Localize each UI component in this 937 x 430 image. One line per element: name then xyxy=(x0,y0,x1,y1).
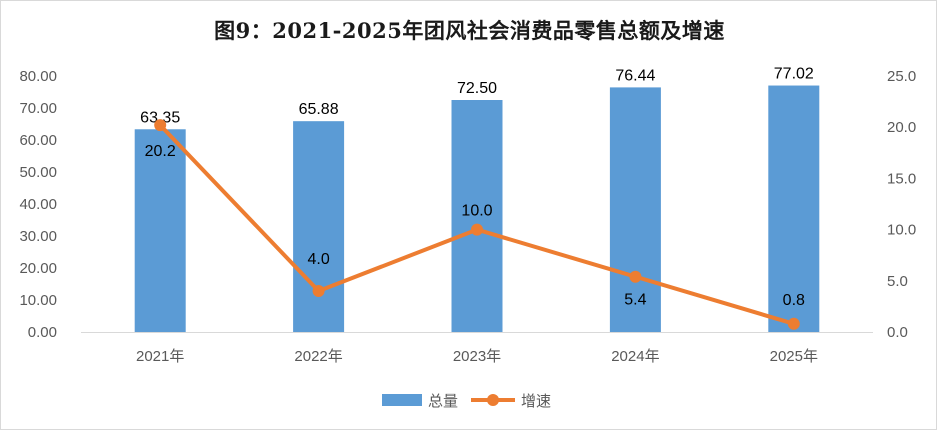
growth-point xyxy=(629,270,642,283)
growth-point xyxy=(471,223,483,236)
y-left-tick-label: 20.00 xyxy=(19,260,57,277)
y-left-tick-label: 0.00 xyxy=(28,324,57,341)
y-right-tick-label: 0.0 xyxy=(887,324,908,341)
y-left-tick-label: 60.00 xyxy=(19,132,57,149)
x-tick-label: 2022年 xyxy=(294,348,342,365)
growth-point xyxy=(787,317,800,330)
growth-value-label: 4.0 xyxy=(307,251,329,268)
bar-value-label: 65.88 xyxy=(299,101,339,118)
y-left-tick-label: 30.00 xyxy=(19,228,57,245)
growth-point xyxy=(154,119,167,132)
x-tick-label: 2023年 xyxy=(453,348,501,365)
y-right-tick-label: 20.0 xyxy=(887,119,916,136)
legend-label-growth: 增速 xyxy=(521,392,551,410)
chart-title: 图9：2021-2025年团风社会消费品零售总额及增速 xyxy=(214,18,725,43)
y-left-tick-label: 80.00 xyxy=(19,68,57,85)
y-right-tick-label: 10.0 xyxy=(887,222,916,239)
bar xyxy=(134,129,186,332)
growth-value-label: 0.8 xyxy=(783,292,805,309)
y-left-tick-label: 40.00 xyxy=(19,196,57,213)
legend-swatch-total xyxy=(382,394,422,406)
bar-value-label: 77.02 xyxy=(774,66,814,83)
growth-point xyxy=(312,285,325,298)
growth-value-label: 5.4 xyxy=(624,292,646,309)
bar-value-label: 72.50 xyxy=(457,80,497,97)
growth-value-label: 10.0 xyxy=(461,203,492,220)
growth-value-label: 20.2 xyxy=(145,143,176,160)
bar xyxy=(609,87,661,332)
legend-label-total: 总量 xyxy=(428,392,458,410)
y-left-tick-label: 10.00 xyxy=(19,292,57,309)
y-right-tick-label: 25.0 xyxy=(887,68,916,85)
bar xyxy=(451,100,503,332)
y-left-tick-label: 70.00 xyxy=(19,100,57,117)
bar xyxy=(768,85,820,332)
x-tick-label: 2025年 xyxy=(770,348,818,365)
y-left-tick-label: 50.00 xyxy=(19,164,57,181)
y-right-tick-label: 15.0 xyxy=(887,170,916,187)
bar-value-label: 63.35 xyxy=(140,109,180,126)
y-right-tick-label: 5.0 xyxy=(887,273,908,290)
legend-swatch-growth-marker xyxy=(487,394,499,406)
x-tick-label: 2024年 xyxy=(611,348,659,365)
x-tick-label: 2021年 xyxy=(136,348,184,365)
bar xyxy=(293,121,345,333)
bar-value-label: 76.44 xyxy=(615,67,655,84)
